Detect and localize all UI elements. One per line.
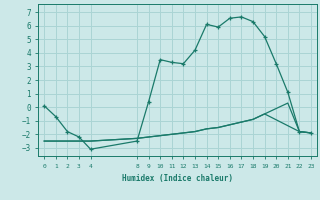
X-axis label: Humidex (Indice chaleur): Humidex (Indice chaleur) [122,174,233,183]
